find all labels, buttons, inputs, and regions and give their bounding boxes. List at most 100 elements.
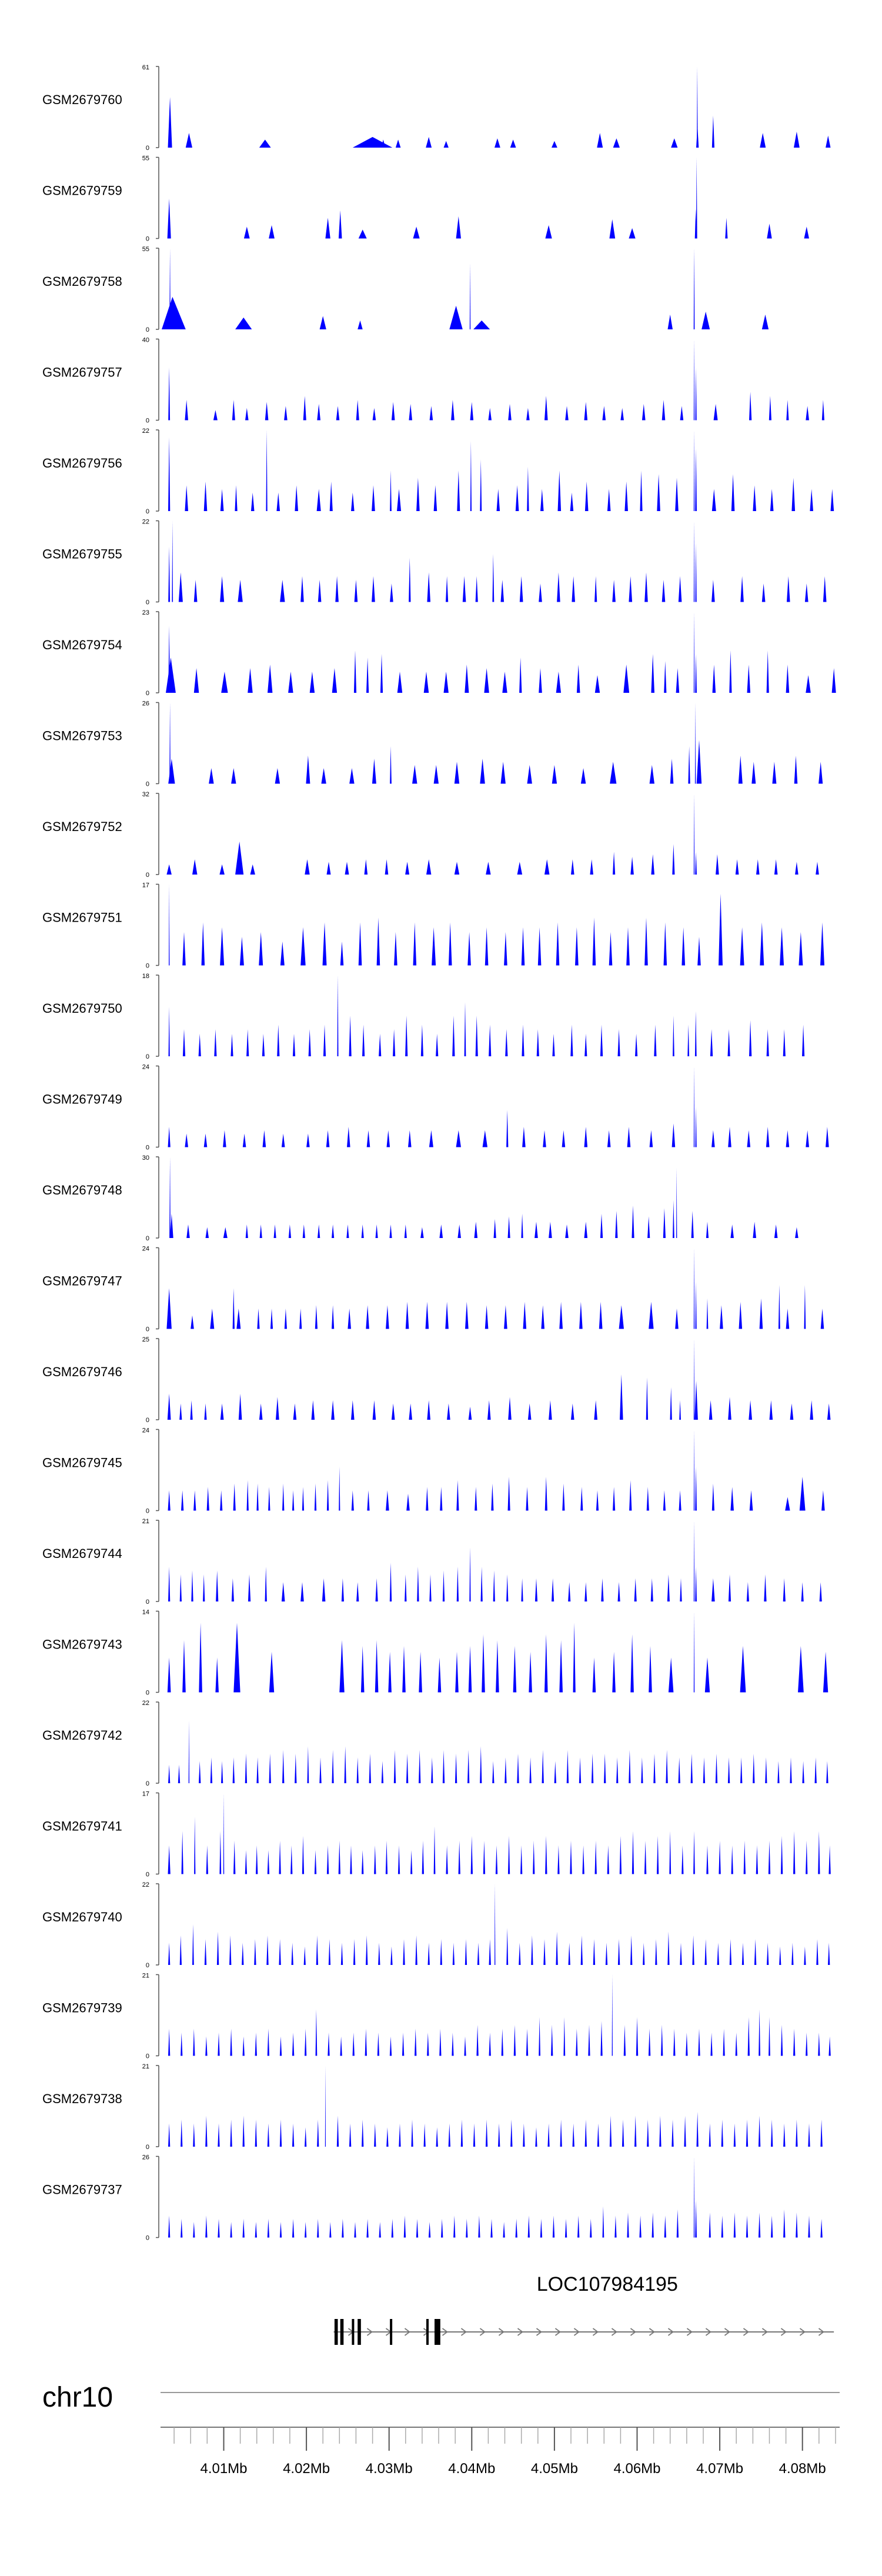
coverage-peak [510,2120,513,2147]
coverage-peak [549,1400,552,1420]
track-ymin-label: 0 [146,781,149,788]
coverage-peak [647,1216,650,1238]
track-label: GSM2679755 [42,547,122,562]
coverage-peak [711,489,716,511]
coverage-peak [814,1757,817,1783]
coverage-peak [593,1939,596,1965]
coverage-peak [730,1224,734,1238]
coverage-peak [786,665,790,693]
coverage-peak [281,1582,285,1601]
track-ymax-label: 18 [142,973,149,980]
track-ymin-label: 0 [146,1053,149,1060]
coverage-peak [754,1939,757,1965]
coverage-peak [552,2215,555,2238]
track-ymin-label: 0 [146,1962,149,1969]
coverage-peak [584,1033,587,1056]
coverage-peak [279,2036,282,2056]
coverage-peak [819,1582,822,1601]
coverage-peak [673,1016,674,1056]
coverage-peak [443,672,449,693]
coverage-peak [256,1483,259,1511]
coverage-peak [544,1634,548,1693]
strand-arrow [592,2328,599,2336]
coverage-peak [703,1757,706,1783]
coverage-peak [485,2120,488,2147]
coverage-peak [557,1845,560,1874]
coverage-peak [533,1840,535,1874]
strand-arrow [479,2328,486,2336]
coverage-peak [340,2036,342,2056]
track-ymin-label: 0 [146,2053,149,2060]
coverage-peak [487,1400,491,1420]
track-ymin-label: 0 [146,1690,149,1697]
coverage-peak [671,2120,674,2147]
coverage-peak [315,1305,318,1329]
coverage-peak [793,1831,796,1874]
coverage-peak [627,2213,629,2238]
coverage-peak [427,1943,430,1965]
coverage-peak [385,859,389,875]
coverage-peak [168,759,175,784]
coverage-peak [527,466,529,511]
coverage-peak [332,1305,335,1329]
coverage-peak [695,1566,697,1601]
coverage-peak [513,1646,517,1693]
coverage-peak [517,862,523,875]
coverage-peak [321,768,326,784]
coverage-peak [319,316,326,329]
coverage-peak [691,1211,694,1238]
coverage-peak [810,489,813,511]
coverage-peak [309,672,315,693]
track-ymax-label: 30 [142,1154,149,1162]
coverage-peak [767,223,772,239]
coverage-peak [358,229,367,239]
coverage-peak [823,1651,828,1693]
coverage-peak [740,1646,746,1693]
coverage-peak [311,1400,315,1420]
coverage-peak [496,489,500,511]
coverage-peak [600,1213,603,1238]
coverage-peak [635,1033,638,1056]
coverage-peak [816,1939,818,1965]
coverage-peak [634,2115,637,2147]
coverage-peak [704,1657,710,1693]
coverage-peak [727,1029,730,1056]
coverage-peak [662,579,666,602]
coverage-peak [602,2206,604,2238]
coverage-peak [493,1570,495,1601]
coverage-peak [584,1222,588,1238]
coverage-peak [379,1033,382,1056]
coverage-peak [663,1490,666,1511]
track-label: GSM2679756 [42,456,122,471]
coverage-peak [629,576,633,602]
coverage-peak [220,576,225,602]
coverage-peak [623,665,630,693]
coverage-peak [349,768,355,784]
coverage-peak [594,1400,597,1420]
coverage-peak [375,1224,378,1238]
coverage-peak [456,216,461,239]
coverage-peak [245,1850,248,1874]
coverage-peak [339,1466,340,1511]
coverage-peak [467,1750,470,1783]
coverage-peak [388,1651,392,1693]
axis-tick-label: 4.07Mb [696,2461,743,2477]
coverage-peak [562,1130,566,1147]
coverage-peak [517,1753,519,1783]
coverage-peak [210,1309,215,1329]
coverage-peak [405,1574,407,1601]
coverage-peak [823,576,827,602]
track-ymin-label: 0 [146,963,149,970]
coverage-peak [242,2115,245,2147]
coverage-peak [353,650,357,693]
coverage-peak [766,1029,769,1056]
coverage-peak [356,1582,359,1601]
coverage-peak [733,2123,736,2147]
coverage-peak [747,1130,751,1147]
coverage-peak [590,2218,592,2238]
coverage-peak [527,1403,532,1420]
coverage-peak [386,1130,390,1147]
coverage-peak [338,210,342,239]
coverage-peak [372,485,375,511]
coverage-peak [493,1219,496,1238]
